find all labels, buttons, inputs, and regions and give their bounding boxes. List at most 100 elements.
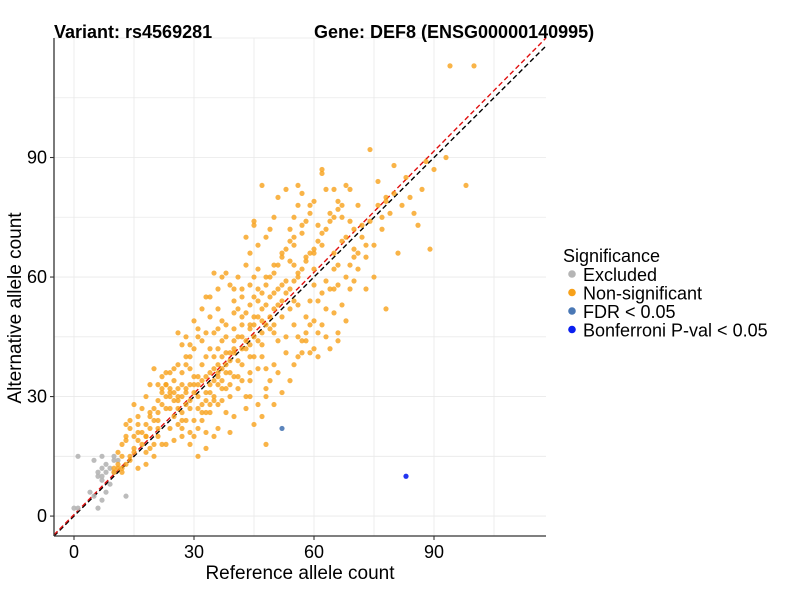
point-non-significant [287,226,293,232]
point-non-significant [219,385,225,392]
point-non-significant [195,382,201,388]
point-non-significant [119,441,125,447]
point-non-significant [339,302,345,308]
point-non-significant [447,63,453,69]
point-non-significant [307,210,313,216]
point-non-significant [263,234,269,240]
point-non-significant [315,330,321,336]
point-non-significant [219,378,225,384]
point-non-significant [231,346,237,352]
x-tick-label: 0 [69,542,79,562]
point-non-significant [259,413,265,420]
point-non-significant [219,354,225,360]
point-non-significant [275,286,281,292]
point-non-significant [243,262,249,268]
point-non-significant [171,397,177,404]
legend-swatch [568,307,576,315]
y-tick-label: 30 [27,387,47,407]
point-non-significant [275,370,281,376]
point-non-significant [327,218,333,224]
point-non-significant [275,302,281,308]
point-non-significant [319,230,325,236]
point-non-significant [227,370,233,376]
point-non-significant [267,378,273,384]
legend-swatch [568,288,576,297]
point-excluded [123,493,129,499]
point-non-significant [335,330,341,336]
point-non-significant [219,338,225,344]
point-non-significant [203,429,209,436]
point-non-significant [147,425,153,432]
point-non-significant [279,298,285,304]
y-tick-label: 60 [27,267,47,287]
point-excluded [95,505,101,511]
point-excluded [111,457,117,463]
point-non-significant [295,182,301,189]
point-non-significant [371,242,377,248]
point-non-significant [287,258,293,264]
point-non-significant [299,190,305,196]
point-non-significant [171,389,177,396]
point-non-significant [231,350,237,356]
point-non-significant [259,342,265,348]
point-excluded [103,489,109,495]
point-non-significant [215,382,221,388]
point-non-significant [315,222,321,228]
point-non-significant [127,453,133,459]
point-non-significant [139,429,145,436]
point-non-significant [311,346,317,352]
point-non-significant [219,366,225,372]
legend-title: Significance [563,246,660,266]
point-non-significant [143,393,149,400]
point-non-significant [359,222,365,228]
point-non-significant [291,214,297,220]
point-non-significant [135,429,141,436]
point-non-significant [279,250,285,256]
y-tick-label: 90 [27,148,47,168]
x-tick-label: 30 [184,542,204,562]
point-non-significant [151,453,157,459]
point-non-significant [259,182,265,189]
point-non-significant [343,318,349,324]
point-non-significant [131,401,137,408]
variant-title: Variant: rs4569281 [54,22,212,42]
point-non-significant [215,370,221,376]
point-non-significant [267,314,273,320]
point-non-significant [135,413,141,420]
point-non-significant [143,461,149,467]
point-non-significant [199,338,205,344]
point-excluded [95,469,101,475]
point-non-significant [399,202,405,208]
point-non-significant [239,362,245,368]
point-non-significant [239,334,245,340]
point-non-significant [243,393,249,400]
point-fdr-0-05 [279,425,285,432]
point-non-significant [263,302,269,308]
point-non-significant [147,382,153,388]
point-non-significant [199,362,205,368]
point-non-significant [175,397,181,404]
point-non-significant [263,322,269,328]
point-non-significant [391,190,397,196]
point-non-significant [275,338,281,344]
x-axis-title: Reference allele count [205,563,395,584]
point-non-significant [191,382,197,388]
point-non-significant [175,421,181,428]
point-non-significant [167,393,173,400]
point-non-significant [255,298,261,304]
point-non-significant [251,314,257,320]
point-non-significant [271,270,277,276]
point-non-significant [119,469,125,475]
point-excluded [115,457,121,463]
point-non-significant [275,262,281,268]
legend-label: Bonferroni P-val < 0.05 [583,321,768,341]
point-non-significant [131,449,137,455]
point-non-significant [267,294,273,300]
point-non-significant [235,358,241,364]
point-non-significant [231,286,237,292]
point-non-significant [175,393,181,400]
point-non-significant [195,393,201,400]
point-non-significant [403,174,409,181]
point-non-significant [131,433,137,439]
point-non-significant [291,278,297,284]
